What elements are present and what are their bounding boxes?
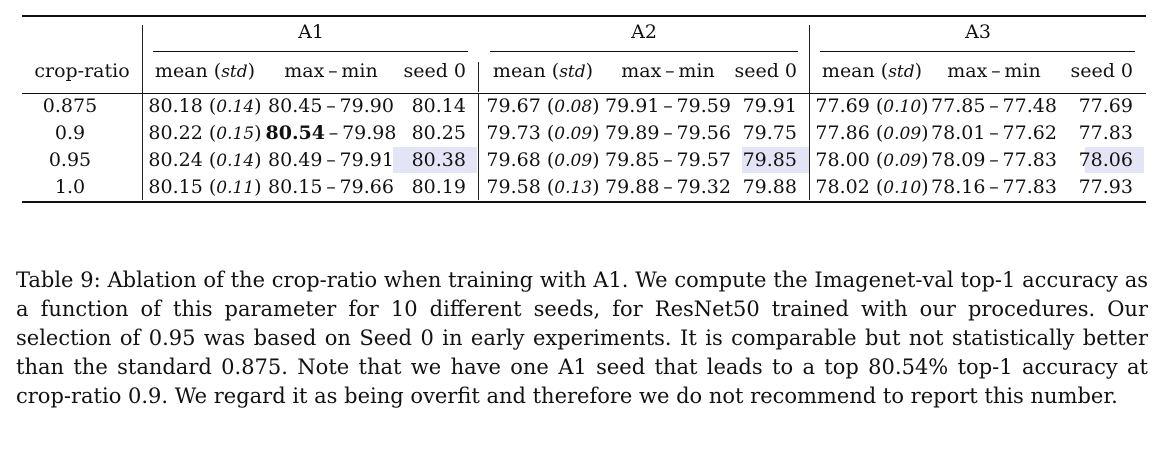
mean-std-cell: 79.58 (0.13) bbox=[486, 176, 600, 198]
max-min-cell: 79.85 – 79.57 bbox=[605, 149, 731, 171]
seed0-cell: 78.06 bbox=[1078, 149, 1133, 171]
std-label: std bbox=[559, 62, 586, 82]
max-min-header-a3: max – min bbox=[947, 60, 1041, 82]
mean-std-cell: 80.15 (0.11) bbox=[148, 176, 262, 198]
crop-ratio-value: 0.9 bbox=[54, 122, 86, 144]
seed0-cell: 79.75 bbox=[742, 122, 797, 144]
crop-ratio-value: 0.875 bbox=[42, 95, 98, 117]
seed0-cell: 79.88 bbox=[742, 176, 797, 198]
mean-std-cell: 78.00 (0.09) bbox=[815, 149, 929, 171]
max-min-cell: 77.85 – 77.48 bbox=[931, 95, 1057, 117]
seed0-cell: 80.19 bbox=[411, 176, 466, 198]
mean-std-header-a2: mean (std) bbox=[492, 60, 594, 82]
mean-std-cell: 79.73 (0.09) bbox=[486, 122, 600, 144]
max-min-cell: 80.15 – 79.66 bbox=[268, 176, 394, 198]
seed-header-a3: seed 0 bbox=[1070, 60, 1133, 82]
column-separator bbox=[142, 25, 143, 75]
seed-header-a2: seed 0 bbox=[734, 60, 797, 82]
group-header-a3: A3 bbox=[965, 21, 991, 43]
column-separator bbox=[142, 94, 143, 200]
top-rule bbox=[22, 15, 1146, 17]
group-rule-a3 bbox=[820, 51, 1135, 52]
std-label: std bbox=[221, 62, 248, 82]
mean-std-cell: 80.24 (0.14) bbox=[148, 149, 262, 171]
seed-header-a1: seed 0 bbox=[403, 60, 466, 82]
mean-std-cell: 80.22 (0.15) bbox=[148, 122, 262, 144]
column-separator bbox=[142, 57, 143, 93]
results-table: A1 A2 A3 crop-ratio mean (std) max – min seed … bbox=[0, 0, 1159, 215]
std-label: std bbox=[888, 62, 915, 82]
max-min-header-a2: max – min bbox=[621, 60, 715, 82]
crop-ratio-value: 1.0 bbox=[54, 176, 86, 198]
max-min-cell: 80.49 – 79.91 bbox=[268, 149, 394, 171]
group-header-a1: A1 bbox=[298, 21, 324, 43]
max-min-cell: 78.09 – 77.83 bbox=[931, 149, 1057, 171]
best-max-value: 80.54 bbox=[265, 122, 326, 144]
seed0-cell: 80.14 bbox=[411, 95, 466, 117]
crop-ratio-value: 0.95 bbox=[48, 149, 92, 171]
column-separator bbox=[809, 57, 810, 93]
seed0-cell: 77.93 bbox=[1078, 176, 1133, 198]
column-separator bbox=[809, 94, 810, 200]
mean-std-header-a3: mean (std) bbox=[821, 60, 923, 82]
group-rule-a2 bbox=[490, 51, 798, 52]
max-min-header-a1: max – min bbox=[284, 60, 378, 82]
seed0-cell: 79.91 bbox=[742, 95, 797, 117]
mean-std-header-a1: mean (std) bbox=[154, 60, 256, 82]
column-separator bbox=[478, 94, 479, 200]
column-separator bbox=[809, 25, 810, 75]
seed-highlight-a2 bbox=[742, 147, 809, 173]
mean-std-cell: 77.69 (0.10) bbox=[815, 95, 929, 117]
mean-std-cell: 79.67 (0.08) bbox=[486, 95, 600, 117]
max-min-cell: 78.01 – 77.62 bbox=[931, 122, 1057, 144]
header-rule bbox=[22, 93, 1146, 94]
column-separator bbox=[478, 62, 479, 92]
bottom-rule bbox=[22, 201, 1146, 203]
max-min-cell: 80.54 – 79.98 bbox=[265, 122, 397, 144]
mean-std-cell: 78.02 (0.10) bbox=[815, 176, 929, 198]
max-min-cell: 79.89 – 79.56 bbox=[605, 122, 731, 144]
mean-std-cell: 79.68 (0.09) bbox=[486, 149, 600, 171]
group-header-a2: A2 bbox=[631, 21, 657, 43]
mean-std-cell: 80.18 (0.14) bbox=[148, 95, 262, 117]
seed0-cell: 80.38 bbox=[411, 149, 466, 171]
seed0-cell: 79.85 bbox=[742, 149, 797, 171]
max-min-cell: 80.45 – 79.90 bbox=[268, 95, 394, 117]
seed0-cell: 77.69 bbox=[1078, 95, 1133, 117]
crop-ratio-header: crop-ratio bbox=[34, 60, 130, 82]
max-min-cell: 78.16 – 77.83 bbox=[931, 176, 1057, 198]
seed-highlight-a3 bbox=[1085, 147, 1144, 173]
max-min-cell: 79.91 – 79.59 bbox=[605, 95, 731, 117]
mean-std-cell: 77.86 (0.09) bbox=[815, 122, 929, 144]
seed0-cell: 77.83 bbox=[1078, 122, 1133, 144]
seed-highlight-a1 bbox=[393, 147, 477, 173]
max-min-cell: 79.88 – 79.32 bbox=[605, 176, 731, 198]
group-rule-a1 bbox=[153, 51, 468, 52]
seed0-cell: 80.25 bbox=[411, 122, 466, 144]
table-caption: Table 9: Ablation of the crop-ratio when… bbox=[16, 268, 1148, 408]
